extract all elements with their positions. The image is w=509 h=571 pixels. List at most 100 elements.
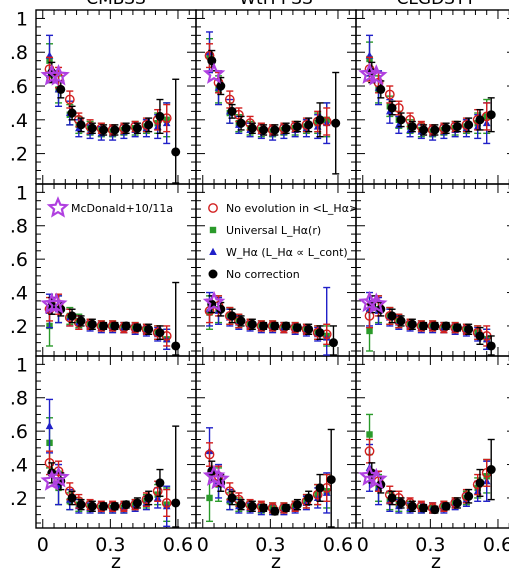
no-correction-point (67, 108, 77, 118)
mcdonald-star (44, 292, 68, 314)
no-correction-point (270, 125, 280, 135)
no-correction-point (407, 319, 417, 329)
y-tick-label: .8 (10, 216, 28, 238)
panel-data (358, 290, 496, 356)
no-correction-point (270, 321, 280, 331)
no-correction-point (315, 115, 325, 125)
y-tick-label: .6 (10, 76, 28, 98)
y-tick-label: .2 (10, 488, 28, 510)
panel-data (358, 413, 496, 515)
no-correction-point (144, 493, 154, 503)
no-evolution-point (152, 486, 163, 497)
panel-frame (195, 9, 357, 185)
no-correction-point (419, 503, 429, 513)
no-correction-point (155, 478, 165, 488)
mcdonald-star (202, 62, 226, 84)
y-tick-label: .4 (10, 455, 28, 477)
universal-point (209, 226, 217, 234)
mcdonald-star (40, 469, 64, 491)
panel-data (202, 427, 336, 528)
no-correction-point (247, 123, 257, 133)
no-correction-point (87, 123, 97, 133)
no-correction-point (430, 125, 440, 135)
no-correction-point (464, 491, 474, 501)
mcdonald-star (40, 64, 64, 86)
x-tick-label: 0.6 (163, 534, 193, 556)
no-correction-point (486, 341, 496, 351)
no-correction-point (441, 123, 451, 133)
no-correction-point (216, 81, 226, 91)
no-correction-point (155, 328, 165, 338)
no-correction-point (475, 478, 485, 488)
legend-label: McDonald+10/11a (71, 202, 173, 215)
y-tick-label: .2 (10, 144, 28, 166)
no-correction-point (144, 324, 154, 334)
x-tick-label: 0.6 (323, 534, 353, 556)
data-layer (40, 31, 496, 528)
no-correction-point (430, 321, 440, 331)
no-evolution-point (384, 89, 395, 100)
panel-data (40, 34, 181, 184)
no-correction-point (396, 115, 406, 125)
column-titles: CMBSS WtH PSS CLGDSTT (86, 0, 476, 9)
y-tick-label: .6 (10, 249, 28, 271)
mcdonald-star (364, 467, 388, 490)
no-evolution-point (64, 94, 75, 105)
no-correction-point (281, 123, 291, 133)
y-tick-label: .2 (10, 316, 28, 338)
no-correction-point (326, 475, 336, 485)
no-correction-point (76, 316, 86, 326)
legend: McDonald+10/11a No evolution in <L_Hα> Uni… (46, 196, 358, 281)
no-correction-point (281, 503, 291, 513)
x-tick-labels: 0 0.3 0.6 0 0.3 0.6 0 0.3 0.6 (37, 534, 509, 556)
x-tick-label: 0.3 (95, 534, 125, 556)
no-correction-point (452, 323, 462, 333)
panel-frames (35, 9, 509, 529)
no-correction-point (304, 324, 314, 334)
y-tick-labels: .2 .4 .6 .8 1 .2 .4 .6 .8 1 .2 .4 .6 .8 1 (10, 8, 28, 509)
panel-frame (355, 355, 509, 529)
no-correction-point (452, 498, 462, 508)
no-correction-point (110, 321, 120, 331)
no-evolution-point (204, 449, 215, 460)
legend-label: W_Hα (L_Hα ∝ L_cont) (226, 246, 348, 259)
no-correction-point (171, 498, 181, 508)
no-correction-point (76, 500, 86, 510)
mcdonald-star (202, 290, 226, 313)
no-correction-point (270, 506, 280, 516)
no-correction-point (396, 498, 406, 508)
no-correction-point (430, 505, 440, 515)
no-correction-point (419, 125, 429, 135)
no-correction-point (331, 118, 341, 128)
no-correction-point (87, 319, 97, 329)
panel-frame (35, 9, 197, 185)
no-correction-point (407, 501, 417, 511)
no-correction-point (304, 493, 314, 503)
no-correction-point (132, 123, 142, 133)
column-title: CLGDSTT (397, 0, 476, 9)
x-axis-title: z (271, 551, 281, 571)
no-correction-point (486, 465, 496, 475)
x-tick-label: 0 (357, 534, 369, 556)
y-tick-label: 1 (16, 8, 28, 30)
no-correction-point (121, 321, 131, 331)
column-title: CMBSS (86, 0, 145, 9)
wha-point (45, 421, 54, 430)
no-correction-point (227, 493, 237, 503)
no-correction-point (315, 483, 325, 493)
no-correction-point (171, 147, 181, 157)
no-correction-point (259, 125, 269, 135)
no-correction-point (387, 103, 397, 113)
no-correction-point (171, 341, 181, 351)
no-correction-point (76, 120, 86, 130)
no-correction-point (376, 84, 386, 94)
no-correction-point (155, 111, 165, 121)
no-evolution-point (208, 203, 218, 213)
no-correction-point (328, 338, 338, 348)
no-correction-point (396, 316, 406, 326)
panel-data (358, 34, 496, 145)
no-correction-point (247, 319, 257, 329)
x-axis-title: z (431, 551, 441, 571)
no-correction-point (475, 115, 485, 125)
no-correction-point (99, 321, 109, 331)
